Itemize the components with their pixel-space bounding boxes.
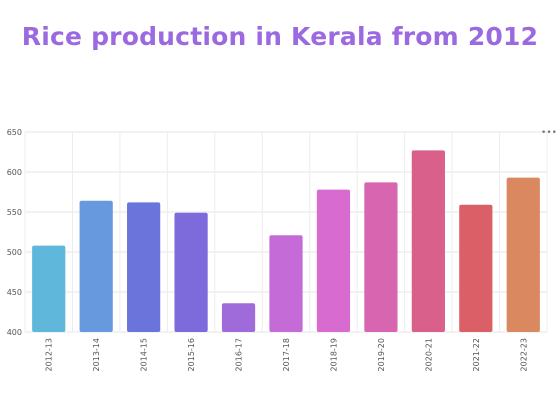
x-tick-label: 2017-18 [282, 338, 291, 371]
bar-2021-22[interactable] [459, 204, 493, 332]
x-tick-label: 2013-14 [92, 338, 101, 371]
y-tick-label: 550 [7, 208, 22, 217]
x-tick-label: 2019-20 [377, 338, 386, 371]
bar-2014-15[interactable] [127, 202, 161, 332]
more-dots-icon[interactable]: ••• [541, 128, 557, 138]
x-tick-label: 2012-13 [45, 338, 54, 371]
x-tick-label: 2021-22 [472, 338, 481, 371]
bar-2016-17[interactable] [221, 303, 256, 332]
bar-2022-23[interactable] [506, 177, 540, 332]
y-tick-label: 600 [7, 168, 22, 177]
y-axis-ticks: 400 450 500 550 600 650 [7, 128, 22, 337]
x-tick-label: 2014-15 [140, 338, 149, 371]
x-tick-label: 2015-16 [187, 338, 196, 371]
bar-2012-13[interactable] [32, 245, 66, 332]
bar-2017-18[interactable] [269, 235, 303, 332]
bar-2018-19[interactable] [316, 189, 351, 332]
bar-2020-21[interactable] [411, 150, 445, 332]
bar-2019-20[interactable] [364, 182, 398, 332]
y-tick-label: 400 [7, 328, 22, 337]
chart-title: Rice production in Kerala from 2012 [21, 22, 539, 51]
bar-2013-14[interactable] [79, 200, 113, 332]
x-axis-ticks: 2012-13 2013-14 2014-15 2015-16 2016-17 2017-… [45, 338, 529, 371]
x-tick-label: 2018-19 [329, 338, 338, 371]
x-tick-label: 2022-23 [519, 338, 528, 371]
bar-2015-16[interactable] [174, 212, 208, 332]
bars [32, 150, 540, 332]
y-tick-label: 450 [7, 288, 22, 297]
y-tick-label: 500 [7, 248, 22, 257]
y-tick-label: 650 [7, 128, 22, 137]
x-tick-label: 2020-21 [424, 338, 433, 371]
x-tick-label: 2016-17 [235, 338, 244, 371]
